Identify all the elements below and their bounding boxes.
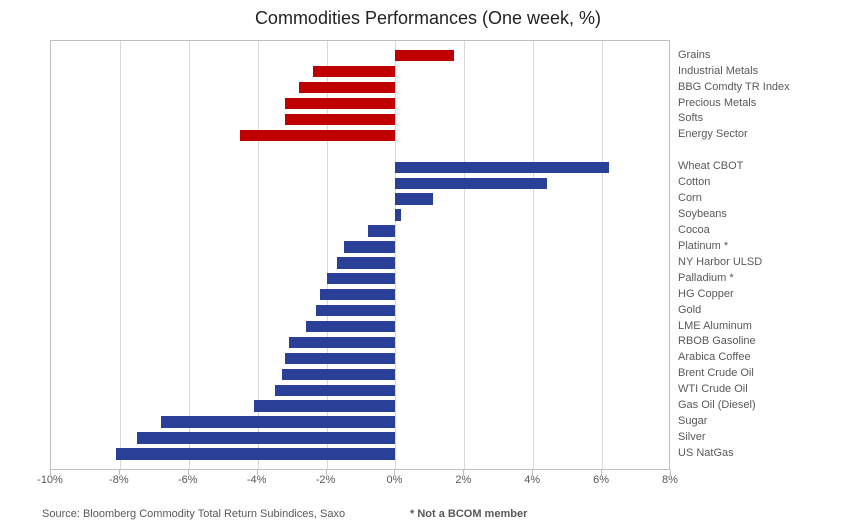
- gridline: [464, 41, 465, 469]
- source-footnote: Source: Bloomberg Commodity Total Return…: [42, 508, 345, 520]
- category-label: Precious Metals: [678, 96, 756, 110]
- category-label: Platinum *: [678, 239, 728, 253]
- category-label: Grains: [678, 48, 710, 62]
- bar: [395, 178, 547, 189]
- bar: [327, 273, 396, 284]
- category-label: Palladium *: [678, 271, 734, 285]
- bar: [316, 305, 395, 316]
- category-label: Silver: [678, 430, 706, 444]
- category-label: Gold: [678, 303, 701, 317]
- category-label: LME Aluminum: [678, 319, 752, 333]
- bar: [285, 353, 395, 364]
- chart-title: Commodities Performances (One week, %): [0, 8, 856, 29]
- bar: [116, 448, 395, 459]
- bar: [137, 432, 395, 443]
- bar: [395, 193, 433, 204]
- category-label: Energy Sector: [678, 127, 748, 141]
- x-tick-label: -2%: [306, 474, 346, 486]
- gridline: [189, 41, 190, 469]
- x-tick-label: -8%: [99, 474, 139, 486]
- category-label: WTI Crude Oil: [678, 382, 748, 396]
- commodities-chart: Commodities Performances (One week, %) S…: [0, 0, 856, 530]
- gridline: [533, 41, 534, 469]
- category-label: Arabica Coffee: [678, 350, 751, 364]
- x-tick-label: -4%: [237, 474, 277, 486]
- gridline: [602, 41, 603, 469]
- bar: [368, 225, 396, 236]
- x-tick-label: 8%: [650, 474, 690, 486]
- category-label: Softs: [678, 111, 703, 125]
- category-label: Wheat CBOT: [678, 159, 743, 173]
- bar: [344, 241, 396, 252]
- bar: [285, 114, 395, 125]
- category-label: Gas Oil (Diesel): [678, 398, 756, 412]
- category-label: NY Harbor ULSD: [678, 255, 762, 269]
- bar: [313, 66, 396, 77]
- category-label: Cocoa: [678, 223, 710, 237]
- bar: [395, 162, 609, 173]
- x-tick-label: 4%: [512, 474, 552, 486]
- bar: [282, 369, 396, 380]
- bcom-footnote: * Not a BCOM member: [410, 508, 527, 520]
- category-label: Industrial Metals: [678, 64, 758, 78]
- gridline: [395, 41, 396, 469]
- x-tick-label: 2%: [443, 474, 483, 486]
- bar: [285, 98, 395, 109]
- bar: [395, 50, 454, 61]
- plot-area: [50, 40, 670, 470]
- category-label: RBOB Gasoline: [678, 334, 756, 348]
- bar: [161, 416, 395, 427]
- bar: [306, 321, 396, 332]
- category-label: Brent Crude Oil: [678, 366, 754, 380]
- bar: [395, 209, 400, 220]
- bar: [337, 257, 396, 268]
- bar: [240, 130, 395, 141]
- category-label: BBG Comdty TR Index: [678, 80, 790, 94]
- category-label: Corn: [678, 191, 702, 205]
- gridline: [120, 41, 121, 469]
- bar: [289, 337, 396, 348]
- x-tick-label: -10%: [30, 474, 70, 486]
- x-tick-label: 6%: [581, 474, 621, 486]
- category-label: Cotton: [678, 175, 710, 189]
- category-label: Sugar: [678, 414, 707, 428]
- bar: [275, 385, 396, 396]
- bar: [254, 400, 395, 411]
- x-tick-label: -6%: [168, 474, 208, 486]
- category-label: Soybeans: [678, 207, 727, 221]
- bar: [320, 289, 396, 300]
- bar: [299, 82, 395, 93]
- x-tick-label: 0%: [374, 474, 414, 486]
- category-label: HG Copper: [678, 287, 734, 301]
- category-label: US NatGas: [678, 446, 734, 460]
